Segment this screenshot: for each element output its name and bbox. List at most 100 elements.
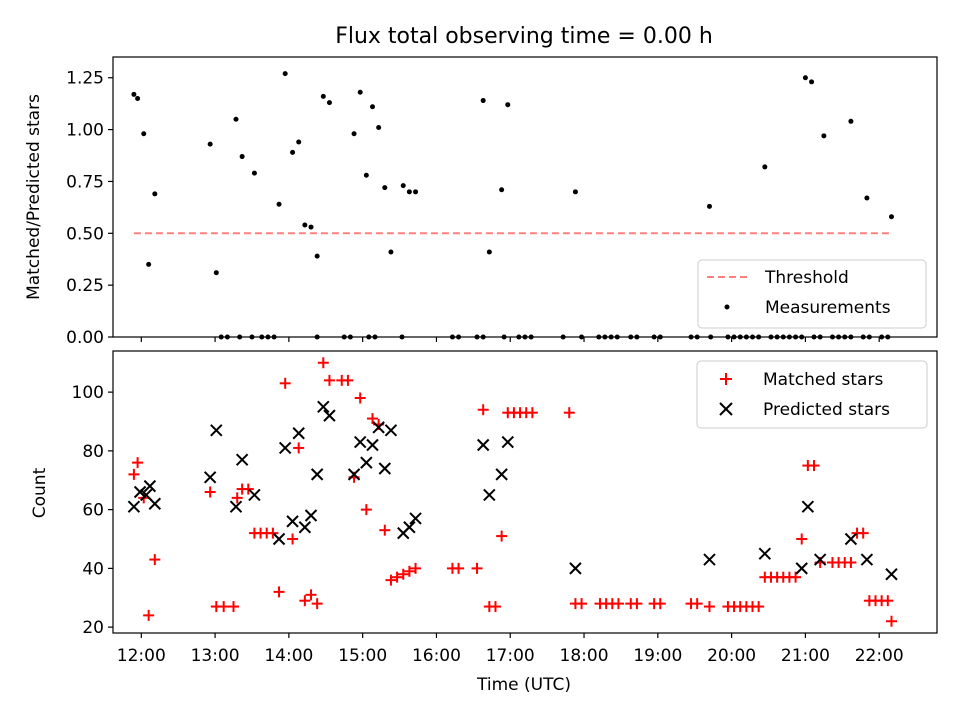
matched-point-28 [354, 392, 366, 404]
measurement-point-66 [602, 334, 608, 340]
matched-point-76 [796, 533, 808, 545]
measurement-point-44 [237, 334, 243, 340]
bottom-y-tick-label-0: 20 [82, 618, 104, 638]
matched-point-4 [149, 554, 161, 566]
predicted-point-29 [476, 438, 490, 452]
matched-point-21 [305, 589, 317, 601]
measurement-point-76 [725, 334, 731, 340]
legend-measurements-swatch [724, 304, 730, 310]
matched-point-56 [612, 598, 624, 610]
matched-point-16 [273, 586, 285, 598]
predicted-point-24 [378, 462, 392, 475]
measurement-point-71 [651, 334, 657, 340]
measurement-point-41 [888, 214, 894, 220]
measurement-point-0 [131, 91, 137, 97]
measurement-point-15 [308, 224, 314, 230]
measurement-point-87 [799, 334, 805, 340]
predicted-point-38 [813, 553, 827, 566]
bottom-y-tick-label-4: 100 [72, 383, 104, 403]
matched-point-32 [379, 524, 391, 536]
top-x-ticks [140, 337, 880, 342]
legend-measurements-label: Measurements [765, 298, 891, 318]
predicted-point-3 [143, 479, 157, 493]
bottom-plot-area [112, 350, 938, 634]
predicted-point-11 [278, 441, 292, 455]
matched-point-33 [385, 574, 397, 586]
matched-point-11 [242, 483, 254, 495]
matched-point-62 [691, 598, 703, 610]
predicted-point-41 [885, 568, 898, 581]
matched-point-58 [631, 598, 643, 610]
top-legend: Threshold Measurements [697, 259, 927, 329]
measurement-point-89 [817, 334, 823, 340]
predicted-point-33 [569, 562, 582, 575]
matched-point-85 [857, 527, 869, 539]
predicted-point-15 [304, 509, 318, 522]
measurement-point-7 [233, 116, 239, 122]
x-tick-label-3: 15:00 [338, 646, 387, 666]
matched-point-41 [477, 404, 489, 416]
measurement-point-29 [480, 98, 486, 104]
measurement-point-74 [694, 334, 700, 340]
measurement-point-19 [351, 131, 357, 137]
predicted-point-35 [758, 547, 772, 560]
matched-point-37 [410, 562, 422, 574]
measurement-point-79 [743, 334, 749, 340]
bottom-y-tick-label-1: 40 [82, 559, 104, 579]
measurement-point-32 [505, 102, 511, 108]
measurement-point-82 [768, 334, 774, 340]
predicted-point-13 [292, 427, 305, 440]
measurement-point-59 [501, 334, 507, 340]
bottom-marks [127, 357, 898, 627]
bottom-legend: Matched stars Predicted stars [696, 360, 928, 429]
measurement-point-88 [811, 334, 817, 340]
measurement-point-51 [347, 334, 353, 340]
matched-point-17 [279, 377, 291, 389]
matched-point-36 [403, 565, 415, 577]
matched-point-29 [360, 504, 372, 516]
x-tick-label-1: 13:00 [191, 646, 240, 666]
x-tick-label-6: 18:00 [560, 646, 609, 666]
matched-point-83 [845, 557, 857, 568]
measurement-point-49 [314, 334, 320, 340]
measurement-point-91 [836, 334, 842, 340]
bottom-y-tick-label-2: 60 [82, 501, 104, 521]
measurement-point-84 [780, 334, 786, 340]
measurement-point-55 [449, 334, 455, 340]
x-axis-label: Time (UTC) [476, 675, 571, 695]
predicted-point-8 [235, 453, 249, 466]
bottom-legend-box [696, 360, 928, 429]
measurement-point-35 [762, 164, 768, 170]
measurement-point-54 [399, 334, 405, 340]
matched-point-18 [287, 533, 299, 545]
predicted-point-36 [795, 562, 808, 575]
measurement-point-21 [363, 172, 369, 178]
x-tick-label-8: 20:00 [707, 646, 756, 666]
predicted-point-18 [323, 409, 336, 422]
measurement-point-38 [821, 133, 827, 139]
predicted-point-40 [860, 553, 874, 566]
matched-point-52 [576, 598, 588, 610]
predicted-point-0 [127, 500, 141, 513]
predicted-point-1 [133, 485, 147, 499]
top-y-tick-label-0: 0.00 [66, 328, 104, 348]
measurement-point-33 [572, 189, 578, 195]
matched-point-90 [885, 615, 897, 627]
measurement-point-78 [737, 334, 743, 340]
matched-point-26 [342, 374, 354, 386]
predicted-point-23 [372, 421, 385, 434]
matched-point-0 [128, 468, 140, 480]
measurement-point-42 [218, 334, 224, 340]
top-y-ticks: 0.00 0.25 0.50 0.75 1.00 1.25 [66, 69, 113, 348]
predicted-point-9 [248, 488, 261, 502]
measurement-point-4 [152, 191, 158, 197]
legend-matched-label: Matched stars [763, 370, 883, 390]
matched-point-15 [267, 527, 279, 539]
measurement-point-93 [848, 334, 854, 340]
measurement-point-61 [522, 334, 528, 340]
bottom-y-ticks: 20 40 60 80 100 [72, 383, 113, 638]
measurement-point-85 [786, 334, 792, 340]
measurement-point-53 [372, 334, 378, 340]
predicted-point-14 [298, 521, 312, 534]
